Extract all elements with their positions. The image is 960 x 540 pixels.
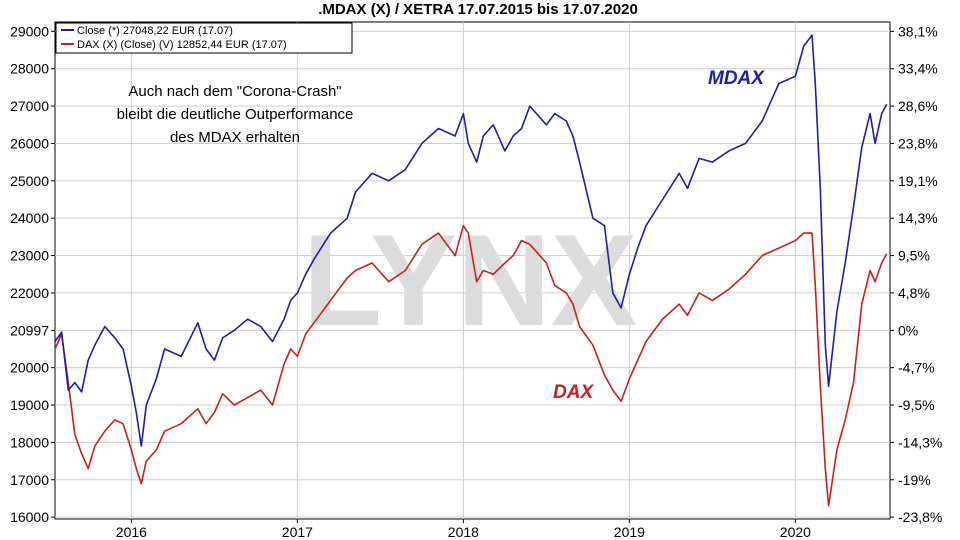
legend-box: [55, 22, 353, 54]
y-tick-label-left: 26000: [10, 135, 49, 151]
annotation-line-2: bleibt die deutliche Outperformance: [117, 106, 354, 123]
y-tick-label-right: 38,1%: [898, 23, 938, 39]
y-tick-label-left: 16000: [10, 509, 49, 525]
y-tick-label-left: 23000: [10, 248, 49, 264]
annotation-line-1: Auch nach dem "Corona-Crash": [128, 83, 341, 100]
series-line-dax: [54, 224, 888, 507]
axis-labels: 29000 38,1% 28000 33,4% 27000 28,6% 26000 23,8%…: [10, 23, 942, 540]
x-tick-label: 2016: [116, 524, 147, 540]
annotation-line-3: des MDAX erhalten: [170, 129, 300, 146]
y-tick-label-left: 19000: [10, 397, 49, 413]
y-tick-label-right: 23,8%: [898, 135, 938, 151]
y-tick-label-left: 20997: [10, 322, 49, 338]
y-tick-label-right: -23,8%: [898, 509, 942, 525]
y-tick-label-left: 22000: [10, 285, 49, 301]
y-tick-label-right: 14,3%: [898, 210, 938, 226]
y-tick-label-right: 33,4%: [898, 61, 938, 77]
legend: Close (*) 27048,22 EUR (17.07) DAX (X) (…: [55, 22, 353, 54]
series-layer: [54, 34, 888, 507]
series-label-dax: DAX: [553, 382, 594, 403]
y-tick-label-left: 20000: [10, 360, 49, 376]
y-tick-label-right: 28,6%: [898, 98, 938, 114]
x-tick-label: 2019: [614, 524, 645, 540]
y-tick-label-left: 17000: [10, 472, 49, 488]
y-tick-label-left: 27000: [10, 98, 49, 114]
watermark: LYNX: [303, 207, 638, 353]
y-tick-label-right: 0%: [898, 322, 918, 338]
y-tick-label-right: -19%: [898, 472, 931, 488]
legend-label-dax: DAX (X) (Close) (V) 12852,44 EUR (17.07): [77, 39, 287, 51]
legend-label-mdax: Close (*) 27048,22 EUR (17.07): [77, 25, 233, 37]
y-tick-label-right: 9,5%: [898, 248, 930, 264]
y-tick-label-right: 19,1%: [898, 173, 938, 189]
y-tick-label-left: 29000: [10, 23, 49, 39]
y-tick-label-left: 25000: [10, 173, 49, 189]
plot-frame: [54, 21, 891, 520]
y-tick-label-left: 18000: [10, 434, 49, 450]
x-tick-label: 2017: [282, 524, 313, 540]
series-label-mdax: MDAX: [708, 68, 765, 89]
chart-title: .MDAX (X) / XETRA 17.07.2015 bis 17.07.2…: [318, 1, 638, 18]
y-tick-label-right: -9,5%: [898, 397, 935, 413]
y-tick-label-left: 24000: [10, 210, 49, 226]
y-tick-label-right: -4,7%: [898, 360, 935, 376]
y-tick-label-right: 4,8%: [898, 285, 930, 301]
annotation: Auch nach dem "Corona-Crash" bleibt die …: [117, 83, 354, 146]
x-tick-label: 2020: [780, 524, 811, 540]
series-line-mdax: [54, 34, 888, 447]
x-tick-label: 2018: [448, 524, 479, 540]
y-tick-label-right: -14,3%: [898, 434, 942, 450]
y-tick-label-left: 28000: [10, 61, 49, 77]
